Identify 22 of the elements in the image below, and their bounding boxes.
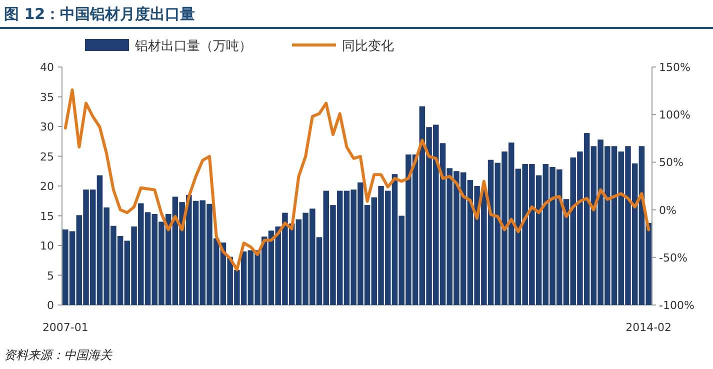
y-tick-label: 40 [40, 61, 54, 74]
legend-label: 同比变化 [342, 39, 394, 54]
y-tick-label: 5 [47, 269, 54, 282]
legend-label: 铝材出口量（万吨） [134, 39, 252, 54]
x-tick-label: 2014-02 [626, 321, 672, 334]
y-tick-label: 0 [47, 299, 54, 312]
y2-tick-label: -50% [659, 251, 688, 264]
y-tick-label: 25 [40, 150, 54, 164]
line-series [64, 88, 650, 272]
y-tick-label: 10 [40, 240, 54, 252]
y2-tick-label: 0% [659, 204, 676, 217]
y-tick-label: 20 [40, 180, 54, 193]
y2-tick-label: -100% [659, 299, 694, 312]
y-tick-label: 35 [40, 90, 54, 104]
x-tick-label: 2007-01 [42, 321, 88, 334]
y-tick-label: 30 [40, 120, 54, 134]
y2-tick-label: 150% [659, 61, 690, 74]
y2-tick-label: 50% [659, 156, 684, 170]
text: 资料来源：中国海关 [4, 348, 113, 362]
y-tick-label: 15 [40, 210, 54, 223]
chart-title: 图 12：中国铝材月度出口量 [4, 5, 196, 23]
y2-tick-label: 100% [659, 108, 690, 122]
